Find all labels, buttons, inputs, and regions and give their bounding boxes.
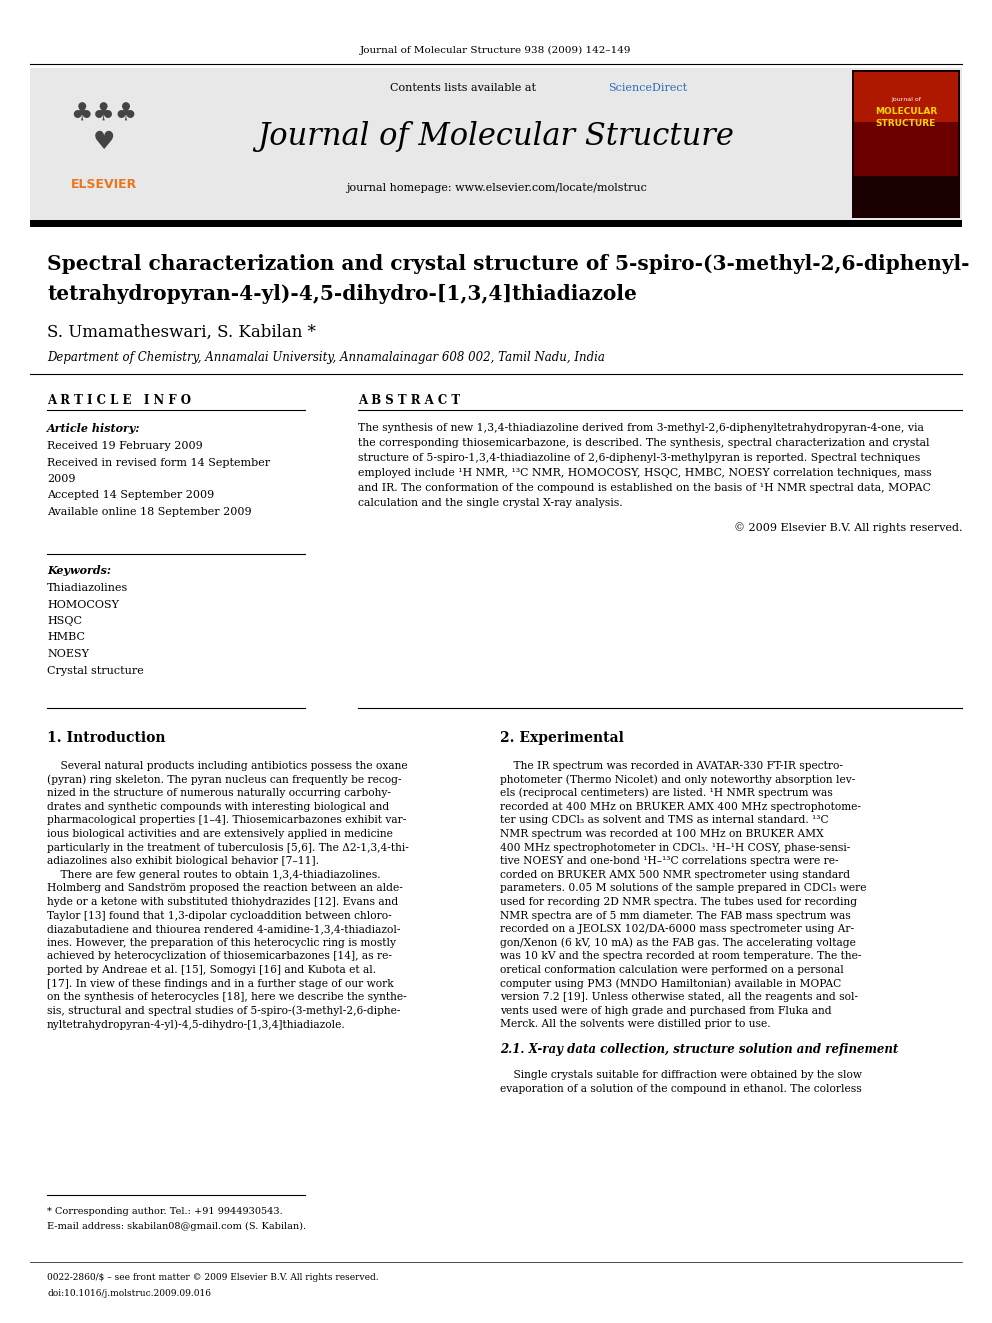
Text: Accepted 14 September 2009: Accepted 14 September 2009 bbox=[47, 491, 214, 500]
Text: corded on BRUKER AMX 500 NMR spectrometer using standard: corded on BRUKER AMX 500 NMR spectromete… bbox=[500, 869, 850, 880]
Text: (pyran) ring skeleton. The pyran nucleus can frequently be recog-: (pyran) ring skeleton. The pyran nucleus… bbox=[47, 774, 402, 785]
Text: Taylor [13] found that 1,3-dipolar cycloaddition between chloro-: Taylor [13] found that 1,3-dipolar cyclo… bbox=[47, 910, 392, 921]
Text: MOLECULAR: MOLECULAR bbox=[875, 107, 937, 116]
Text: 400 MHz spectrophotometer in CDCl₃. ¹H–¹H COSY, phase-sensi-: 400 MHz spectrophotometer in CDCl₃. ¹H–¹… bbox=[500, 843, 850, 852]
Text: tive NOESY and one-bond ¹H–¹³C correlations spectra were re-: tive NOESY and one-bond ¹H–¹³C correlati… bbox=[500, 856, 838, 867]
Text: 2009: 2009 bbox=[47, 474, 75, 484]
Text: The IR spectrum was recorded in AVATAR-330 FT-IR spectro-: The IR spectrum was recorded in AVATAR-3… bbox=[500, 761, 843, 771]
FancyBboxPatch shape bbox=[852, 70, 960, 218]
Text: [17]. In view of these findings and in a further stage of our work: [17]. In view of these findings and in a… bbox=[47, 979, 394, 988]
Text: achieved by heterocyclization of thiosemicarbazones [14], as re-: achieved by heterocyclization of thiosem… bbox=[47, 951, 392, 962]
Text: STRUCTURE: STRUCTURE bbox=[876, 119, 936, 127]
Text: Several natural products including antibiotics possess the oxane: Several natural products including antib… bbox=[47, 761, 408, 771]
Text: Journal of Molecular Structure: Journal of Molecular Structure bbox=[258, 120, 734, 152]
Text: diazabutadiene and thiourea rendered 4-amidine-1,3,4-thiadiazol-: diazabutadiene and thiourea rendered 4-a… bbox=[47, 925, 401, 934]
Text: A R T I C L E   I N F O: A R T I C L E I N F O bbox=[47, 393, 191, 406]
Text: gon/Xenon (6 kV, 10 mA) as the FAB gas. The accelerating voltage: gon/Xenon (6 kV, 10 mA) as the FAB gas. … bbox=[500, 938, 856, 949]
Text: Contents lists available at: Contents lists available at bbox=[390, 83, 540, 93]
Text: Received in revised form 14 September: Received in revised form 14 September bbox=[47, 458, 270, 467]
Text: ious biological activities and are extensively applied in medicine: ious biological activities and are exten… bbox=[47, 830, 393, 839]
Text: and IR. The conformation of the compound is established on the basis of ¹H NMR s: and IR. The conformation of the compound… bbox=[358, 483, 930, 493]
Text: recorded at 400 MHz on BRUKER AMX 400 MHz spectrophotome-: recorded at 400 MHz on BRUKER AMX 400 MH… bbox=[500, 802, 861, 812]
FancyBboxPatch shape bbox=[854, 71, 958, 122]
Text: NMR spectrum was recorded at 100 MHz on BRUKER AMX: NMR spectrum was recorded at 100 MHz on … bbox=[500, 830, 823, 839]
Text: ter using CDCl₃ as solvent and TMS as internal standard. ¹³C: ter using CDCl₃ as solvent and TMS as in… bbox=[500, 815, 828, 826]
Text: recorded on a JEOLSX 102/DA-6000 mass spectrometer using Ar-: recorded on a JEOLSX 102/DA-6000 mass sp… bbox=[500, 925, 854, 934]
Text: used for recording 2D NMR spectra. The tubes used for recording: used for recording 2D NMR spectra. The t… bbox=[500, 897, 857, 908]
Text: ines. However, the preparation of this heterocyclic ring is mostly: ines. However, the preparation of this h… bbox=[47, 938, 396, 947]
Text: 2. Experimental: 2. Experimental bbox=[500, 732, 624, 745]
Text: The synthesis of new 1,3,4-thiadiazoline derived from 3-methyl-2,6-diphenyltetra: The synthesis of new 1,3,4-thiadiazoline… bbox=[358, 423, 924, 433]
Text: oretical conformation calculation were performed on a personal: oretical conformation calculation were p… bbox=[500, 964, 844, 975]
FancyBboxPatch shape bbox=[30, 67, 962, 220]
Text: nized in the structure of numerous naturally occurring carbohy-: nized in the structure of numerous natur… bbox=[47, 789, 391, 798]
Text: evaporation of a solution of the compound in ethanol. The colorless: evaporation of a solution of the compoun… bbox=[500, 1084, 862, 1094]
FancyBboxPatch shape bbox=[30, 220, 962, 228]
Text: NMR spectra are of 5 mm diameter. The FAB mass spectrum was: NMR spectra are of 5 mm diameter. The FA… bbox=[500, 910, 851, 921]
Text: 0022-2860/$ – see front matter © 2009 Elsevier B.V. All rights reserved.: 0022-2860/$ – see front matter © 2009 El… bbox=[47, 1274, 379, 1282]
Text: ported by Andreae et al. [15], Somogyi [16] and Kubota et al.: ported by Andreae et al. [15], Somogyi [… bbox=[47, 964, 376, 975]
Text: Available online 18 September 2009: Available online 18 September 2009 bbox=[47, 507, 252, 517]
Text: 2.1. X-ray data collection, structure solution and refinement: 2.1. X-ray data collection, structure so… bbox=[500, 1044, 898, 1057]
Text: Journal of: Journal of bbox=[891, 98, 921, 102]
Text: NOESY: NOESY bbox=[47, 650, 89, 659]
Text: parameters. 0.05 M solutions of the sample prepared in CDCl₃ were: parameters. 0.05 M solutions of the samp… bbox=[500, 884, 866, 893]
FancyBboxPatch shape bbox=[854, 71, 958, 176]
Text: HMBC: HMBC bbox=[47, 632, 85, 643]
Text: * Corresponding author. Tel.: +91 9944930543.: * Corresponding author. Tel.: +91 994493… bbox=[47, 1208, 283, 1217]
Text: E-mail address: skabilan08@gmail.com (S. Kabilan).: E-mail address: skabilan08@gmail.com (S.… bbox=[47, 1221, 307, 1230]
Text: Received 19 February 2009: Received 19 February 2009 bbox=[47, 441, 202, 451]
Text: Department of Chemistry, Annamalai University, Annamalainagar 608 002, Tamil Nad: Department of Chemistry, Annamalai Unive… bbox=[47, 352, 605, 365]
Text: photometer (Thermo Nicolet) and only noteworthy absorption lev-: photometer (Thermo Nicolet) and only not… bbox=[500, 774, 855, 785]
Text: A B S T R A C T: A B S T R A C T bbox=[358, 393, 460, 406]
Text: Thiadiazolines: Thiadiazolines bbox=[47, 583, 128, 593]
Text: 1. Introduction: 1. Introduction bbox=[47, 732, 166, 745]
Text: drates and synthetic compounds with interesting biological and: drates and synthetic compounds with inte… bbox=[47, 802, 389, 812]
Text: ELSEVIER: ELSEVIER bbox=[70, 179, 137, 192]
Text: the corresponding thiosemicarbazone, is described. The synthesis, spectral chara: the corresponding thiosemicarbazone, is … bbox=[358, 438, 930, 448]
Text: © 2009 Elsevier B.V. All rights reserved.: © 2009 Elsevier B.V. All rights reserved… bbox=[733, 523, 962, 533]
Text: journal homepage: www.elsevier.com/locate/molstruc: journal homepage: www.elsevier.com/locat… bbox=[345, 183, 647, 193]
Text: on the synthesis of heterocycles [18], here we describe the synthe-: on the synthesis of heterocycles [18], h… bbox=[47, 992, 407, 1003]
Text: version 7.2 [19]. Unless otherwise stated, all the reagents and sol-: version 7.2 [19]. Unless otherwise state… bbox=[500, 992, 858, 1003]
Text: particularly in the treatment of tuberculosis [5,6]. The Δ2-1,3,4-thi-: particularly in the treatment of tubercu… bbox=[47, 843, 409, 852]
Text: sis, structural and spectral studies of 5-spiro-(3-methyl-2,6-diphe-: sis, structural and spectral studies of … bbox=[47, 1005, 401, 1016]
Text: was 10 kV and the spectra recorded at room temperature. The the-: was 10 kV and the spectra recorded at ro… bbox=[500, 951, 861, 962]
Text: There are few general routes to obtain 1,3,4-thiadiazolines.: There are few general routes to obtain 1… bbox=[47, 869, 381, 880]
Text: pharmacological properties [1–4]. Thiosemicarbazones exhibit var-: pharmacological properties [1–4]. Thiose… bbox=[47, 815, 407, 826]
Text: Keywords:: Keywords: bbox=[47, 565, 111, 576]
Text: adiazolines also exhibit biological behavior [7–11].: adiazolines also exhibit biological beha… bbox=[47, 856, 319, 867]
Text: structure of 5-spiro-1,3,4-thiadiazoline of 2,6-diphenyl-3-methylpyran is report: structure of 5-spiro-1,3,4-thiadiazoline… bbox=[358, 452, 921, 463]
Text: calculation and the single crystal X-ray analysis.: calculation and the single crystal X-ray… bbox=[358, 497, 623, 508]
Text: Article history:: Article history: bbox=[47, 422, 141, 434]
Text: vents used were of high grade and purchased from Fluka and: vents used were of high grade and purcha… bbox=[500, 1005, 831, 1016]
Text: hyde or a ketone with substituted thiohydrazides [12]. Evans and: hyde or a ketone with substituted thiohy… bbox=[47, 897, 398, 908]
Text: doi:10.1016/j.molstruc.2009.09.016: doi:10.1016/j.molstruc.2009.09.016 bbox=[47, 1289, 211, 1298]
Text: HOMOCOSY: HOMOCOSY bbox=[47, 599, 119, 610]
Text: Holmberg and Sandström proposed the reaction between an alde-: Holmberg and Sandström proposed the reac… bbox=[47, 884, 403, 893]
Text: ♣♣♣
♥: ♣♣♣ ♥ bbox=[70, 102, 138, 153]
Text: els (reciprocal centimeters) are listed. ¹H NMR spectrum was: els (reciprocal centimeters) are listed.… bbox=[500, 789, 832, 799]
Text: ScienceDirect: ScienceDirect bbox=[608, 83, 687, 93]
Text: Single crystals suitable for diffraction were obtained by the slow: Single crystals suitable for diffraction… bbox=[500, 1070, 862, 1080]
Text: S. Umamatheswari, S. Kabilan *: S. Umamatheswari, S. Kabilan * bbox=[47, 324, 315, 340]
Text: tetrahydropyran-4-yl)-4,5-dihydro-[1,3,4]thiadiazole: tetrahydropyran-4-yl)-4,5-dihydro-[1,3,4… bbox=[47, 284, 637, 304]
Text: Merck. All the solvents were distilled prior to use.: Merck. All the solvents were distilled p… bbox=[500, 1020, 771, 1029]
Text: Journal of Molecular Structure 938 (2009) 142–149: Journal of Molecular Structure 938 (2009… bbox=[360, 45, 632, 54]
Text: computer using PM3 (MNDO Hamiltonian) available in MOPAC: computer using PM3 (MNDO Hamiltonian) av… bbox=[500, 978, 841, 988]
Text: nyltetrahydropyran-4-yl)-4,5-dihydro-[1,3,4]thiadiazole.: nyltetrahydropyran-4-yl)-4,5-dihydro-[1,… bbox=[47, 1019, 346, 1029]
Text: Spectral characterization and crystal structure of 5-spiro-(3-methyl-2,6-dipheny: Spectral characterization and crystal st… bbox=[47, 254, 969, 274]
Text: employed include ¹H NMR, ¹³C NMR, HOMOCOSY, HSQC, HMBC, NOESY correlation techni: employed include ¹H NMR, ¹³C NMR, HOMOCO… bbox=[358, 468, 931, 478]
Text: HSQC: HSQC bbox=[47, 617, 82, 626]
Text: Crystal structure: Crystal structure bbox=[47, 665, 144, 676]
